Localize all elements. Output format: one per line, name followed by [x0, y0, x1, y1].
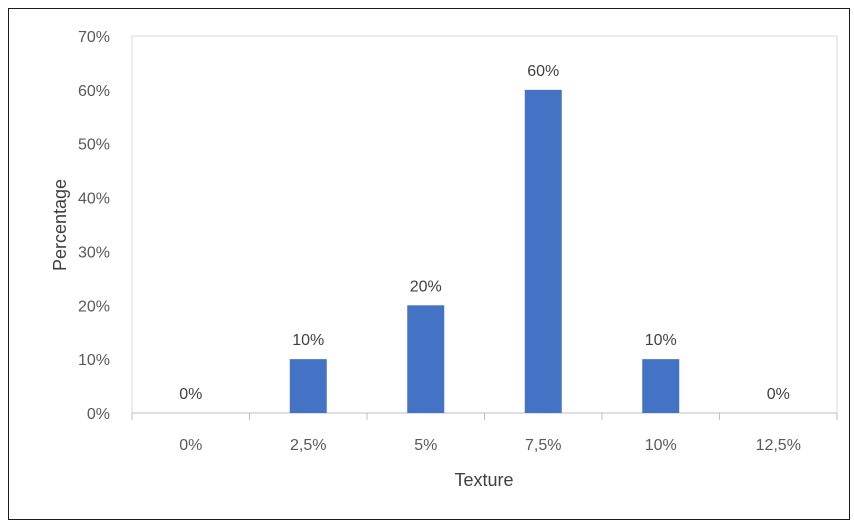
- data-label: 0%: [767, 386, 790, 403]
- data-label: 20%: [410, 278, 442, 295]
- bar: [290, 359, 327, 413]
- x-tick-label: 5%: [414, 437, 437, 454]
- y-tick-label: 10%: [78, 352, 110, 369]
- y-tick-label: 40%: [78, 191, 110, 208]
- bar: [642, 359, 679, 413]
- x-tick-label: 2,5%: [290, 437, 326, 454]
- x-tick-label: 0%: [179, 437, 202, 454]
- y-tick-label: 30%: [78, 244, 110, 261]
- data-label: 10%: [645, 332, 677, 349]
- bars: [290, 90, 680, 413]
- x-axis-title: Texture: [454, 470, 513, 490]
- data-labels: 0% 10% 20% 60% 10% 0%: [179, 63, 790, 403]
- x-axis-tick-labels: 0% 2,5% 5% 7,5% 10% 12,5%: [179, 437, 801, 454]
- y-tick-label: 20%: [78, 298, 110, 315]
- data-label: 60%: [527, 63, 559, 80]
- bar: [407, 305, 444, 413]
- y-tick-label: 70%: [78, 29, 110, 46]
- x-tick-label: 10%: [645, 437, 677, 454]
- plot-area: [132, 36, 837, 413]
- data-label: 0%: [179, 386, 202, 403]
- y-tick-label: 0%: [87, 406, 110, 423]
- bar: [525, 90, 562, 413]
- y-axis-tick-labels: 0% 10% 20% 30% 40% 50% 60% 70%: [78, 29, 110, 423]
- x-axis: [132, 413, 837, 420]
- plot-area-border: [132, 36, 837, 413]
- data-label: 10%: [292, 332, 324, 349]
- y-tick-label: 60%: [78, 83, 110, 100]
- x-tick-label: 12,5%: [756, 437, 801, 454]
- y-tick-label: 50%: [78, 137, 110, 154]
- y-axis-title: Percentage: [50, 179, 70, 271]
- x-tick-label: 7,5%: [525, 437, 561, 454]
